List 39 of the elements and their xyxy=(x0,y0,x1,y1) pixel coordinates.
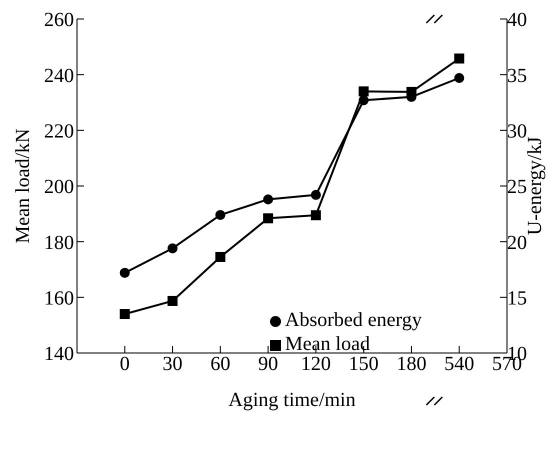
point xyxy=(358,86,369,96)
point xyxy=(215,252,226,262)
y-tick-label: 260 xyxy=(44,9,74,32)
point xyxy=(454,54,464,64)
y-tick-label: 180 xyxy=(44,232,74,254)
point xyxy=(120,268,130,278)
point xyxy=(310,210,321,220)
x-tick-label: 60 xyxy=(210,353,230,376)
point xyxy=(358,95,369,106)
legend-label: Absorbed energy xyxy=(285,309,422,331)
y-tick-label: 140 xyxy=(44,343,74,366)
x-tick-label: 180 xyxy=(396,353,426,376)
point xyxy=(454,73,464,84)
y2-tick-label: 30 xyxy=(507,120,527,142)
x-tick-label: 0 xyxy=(120,353,130,376)
x-tick-label: 150 xyxy=(348,353,379,376)
y2-tick-label: 40 xyxy=(507,9,527,32)
y-tick-label: 240 xyxy=(44,64,74,87)
y2-tick-label: 15 xyxy=(507,287,527,310)
y2-tick-label: 20 xyxy=(507,232,527,254)
point xyxy=(168,243,178,254)
point xyxy=(120,309,130,320)
x-axis-title: Aging time/min xyxy=(228,389,356,411)
y-tick-label: 220 xyxy=(44,120,74,142)
y-axis-title: Mean load/kN xyxy=(12,128,34,244)
point xyxy=(310,190,321,200)
y-tick-label: 200 xyxy=(44,176,74,198)
point xyxy=(263,213,274,224)
x-tick-label: 30 xyxy=(162,353,183,376)
x-tick-label: 90 xyxy=(258,353,278,376)
point xyxy=(168,296,178,306)
y-tick-label: 160 xyxy=(44,287,74,310)
point xyxy=(263,194,274,204)
x-tick-label: 120 xyxy=(300,353,331,376)
y2-tick-label: 25 xyxy=(507,176,527,198)
x-tick-label: 540 xyxy=(444,353,474,376)
point xyxy=(215,210,226,220)
y2-tick-label: 35 xyxy=(507,64,527,87)
legend-label: Mean load xyxy=(285,333,370,355)
